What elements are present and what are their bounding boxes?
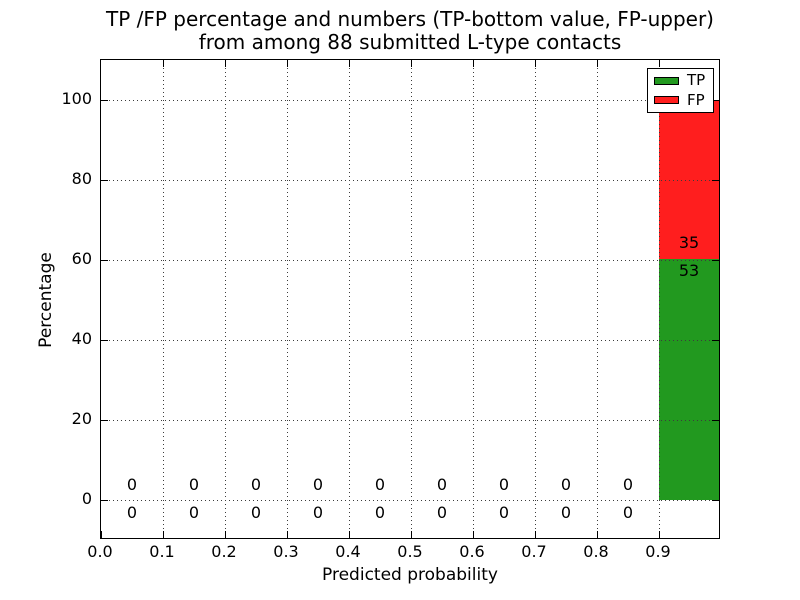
x-tick-top bbox=[225, 60, 226, 67]
x-tick-top bbox=[411, 60, 412, 67]
count-label-tp: 0 bbox=[188, 503, 200, 522]
y-tick-right bbox=[712, 340, 719, 341]
count-label-tp: 0 bbox=[126, 503, 138, 522]
y-tick bbox=[101, 420, 108, 421]
x-tick-top bbox=[535, 60, 536, 67]
x-tick-label: 0.6 bbox=[459, 542, 485, 561]
y-tick bbox=[101, 180, 108, 181]
legend-entry-fp: FP bbox=[654, 90, 707, 109]
count-label-fp: 0 bbox=[126, 475, 138, 494]
y-tick-label: 40 bbox=[71, 329, 92, 348]
y-tick-right bbox=[712, 260, 719, 261]
bar-segment-fp bbox=[659, 100, 719, 259]
x-tick bbox=[597, 531, 598, 538]
bar-count-label-tp: 53 bbox=[678, 261, 700, 280]
gridline-v-0.3 bbox=[287, 60, 288, 538]
count-label-tp: 0 bbox=[436, 503, 448, 522]
gridline-v-0.5 bbox=[411, 60, 412, 538]
x-tick-label: 0.4 bbox=[335, 542, 361, 561]
count-label-tp: 0 bbox=[560, 503, 572, 522]
y-tick-label: 80 bbox=[71, 169, 92, 188]
gridline-v-0.7 bbox=[535, 60, 536, 538]
legend-label-tp: TP bbox=[687, 71, 706, 90]
legend: TP FP bbox=[647, 68, 714, 113]
y-tick-right bbox=[712, 500, 719, 501]
x-tick bbox=[349, 531, 350, 538]
x-tick-top bbox=[473, 60, 474, 67]
x-tick-label: 0.0 bbox=[87, 542, 113, 561]
chart-title-line2: from among 88 submitted L-type contacts bbox=[198, 30, 622, 54]
x-tick-label: 0.7 bbox=[521, 542, 547, 561]
gridline-h-0 bbox=[101, 500, 719, 501]
x-axis-label: Predicted probability bbox=[322, 565, 498, 585]
x-tick-top bbox=[597, 60, 598, 67]
count-label-fp: 0 bbox=[560, 475, 572, 494]
count-label-tp: 0 bbox=[622, 503, 634, 522]
count-label-fp: 0 bbox=[374, 475, 386, 494]
count-label-tp: 0 bbox=[374, 503, 386, 522]
legend-label-fp: FP bbox=[687, 90, 705, 109]
count-label-fp: 0 bbox=[622, 475, 634, 494]
x-tick-label: 0.2 bbox=[211, 542, 237, 561]
count-label-tp: 0 bbox=[498, 503, 510, 522]
chart-title-line1: TP /FP percentage and numbers (TP-bottom… bbox=[106, 7, 714, 31]
y-tick bbox=[101, 340, 108, 341]
x-tick-label: 0.8 bbox=[583, 542, 609, 561]
chart-title: TP /FP percentage and numbers (TP-bottom… bbox=[100, 8, 720, 54]
gridline-v-0.4 bbox=[349, 60, 350, 538]
gridline-h-80 bbox=[101, 180, 719, 181]
x-tick-label: 0.9 bbox=[645, 542, 671, 561]
gridline-h-60 bbox=[101, 260, 719, 261]
y-tick-label: 0 bbox=[81, 489, 92, 508]
gridline-h-40 bbox=[101, 340, 719, 341]
legend-entry-tp: TP bbox=[654, 73, 707, 88]
bar-count-label-fp: 35 bbox=[678, 233, 700, 252]
x-tick-top bbox=[163, 60, 164, 67]
x-tick bbox=[659, 531, 660, 538]
x-tick-label: 0.3 bbox=[273, 542, 299, 561]
gridline-h-100 bbox=[101, 100, 719, 101]
x-tick bbox=[287, 531, 288, 538]
gridline-v-0.1 bbox=[163, 60, 164, 538]
count-label-fp: 0 bbox=[312, 475, 324, 494]
x-tick-label: 0.1 bbox=[149, 542, 175, 561]
x-tick bbox=[225, 531, 226, 538]
x-tick bbox=[411, 531, 412, 538]
x-tick-label: 0.5 bbox=[397, 542, 423, 561]
y-tick bbox=[101, 500, 108, 501]
gridline-h-20 bbox=[101, 420, 719, 421]
x-tick-top bbox=[287, 60, 288, 67]
count-label-fp: 0 bbox=[436, 475, 448, 494]
x-tick bbox=[473, 531, 474, 538]
gridline-v-0.2 bbox=[225, 60, 226, 538]
x-tick bbox=[163, 531, 164, 538]
count-label-tp: 0 bbox=[250, 503, 262, 522]
x-tick bbox=[101, 531, 102, 538]
count-label-tp: 0 bbox=[312, 503, 324, 522]
y-tick bbox=[101, 260, 108, 261]
y-tick-right bbox=[712, 180, 719, 181]
y-tick-label: 20 bbox=[71, 409, 92, 428]
x-tick bbox=[535, 531, 536, 538]
gridline-v-0.6 bbox=[473, 60, 474, 538]
plot-area: 35 53 0 0 0 0 0 0 0 0 0 0 0 0 0 0 0 0 0 … bbox=[100, 59, 720, 539]
gridline-v-0.8 bbox=[597, 60, 598, 538]
legend-swatch-tp bbox=[654, 76, 679, 85]
gridline-v-0.9 bbox=[659, 60, 660, 538]
y-tick bbox=[101, 100, 108, 101]
y-tick-right bbox=[712, 100, 719, 101]
x-tick-top bbox=[349, 60, 350, 67]
count-label-fp: 0 bbox=[188, 475, 200, 494]
bar-segment-tp bbox=[659, 259, 719, 500]
x-tick-top bbox=[659, 60, 660, 67]
y-tick-right bbox=[712, 420, 719, 421]
count-label-fp: 0 bbox=[498, 475, 510, 494]
y-tick-label: 60 bbox=[71, 249, 92, 268]
legend-swatch-fp bbox=[654, 96, 679, 105]
y-tick-label: 100 bbox=[61, 89, 92, 108]
count-label-fp: 0 bbox=[250, 475, 262, 494]
